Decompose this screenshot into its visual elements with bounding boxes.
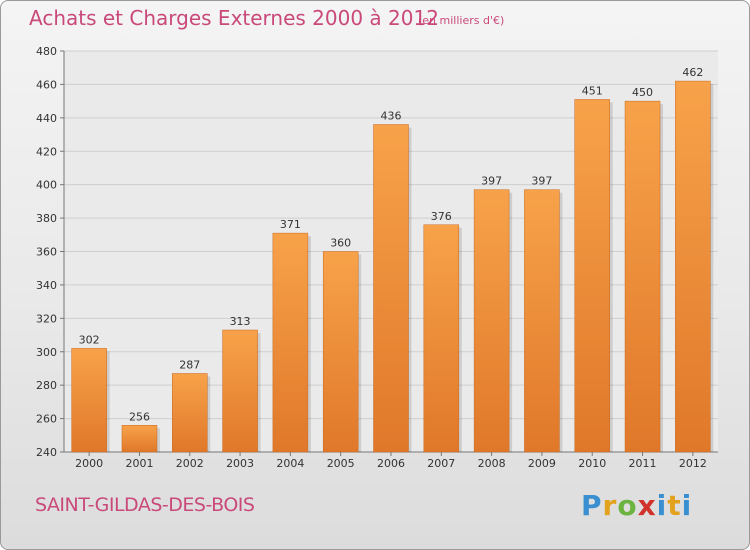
data-label: 451 [582,84,603,97]
bar [473,189,510,453]
x-tick-label: 2007 [427,457,455,470]
logo-letter: P [581,489,603,522]
x-tick-label: 2004 [276,457,304,470]
y-tick-label: 360 [36,246,57,259]
y-tick-label: 320 [36,312,57,325]
bar [373,124,409,453]
x-tick-label: 2010 [578,457,606,470]
y-tick-label: 380 [36,212,57,225]
bar [172,373,208,453]
y-tick-label: 260 [36,413,57,426]
bar [675,80,711,453]
logo-letter: t [667,489,682,522]
chart-subtitle: (en milliers d'€) [418,14,505,27]
bar [624,100,661,453]
logo-letter: r [602,489,618,522]
y-tick-label: 480 [36,45,57,58]
x-tick-label: 2000 [75,457,103,470]
x-tick-label: 2011 [629,457,657,470]
bar [574,99,610,453]
x-tick-label: 2012 [679,457,707,470]
x-tick-label: 2003 [226,457,254,470]
data-label: 287 [179,358,200,371]
data-label: 397 [531,175,552,188]
logo-letter: i [681,489,693,522]
y-tick-label: 440 [36,112,57,125]
y-tick-label: 240 [36,446,57,459]
bar [272,232,309,453]
bar [121,425,158,453]
commune-name: SAINT-GILDAS-DES-BOIS [35,494,255,516]
x-tick-label: 2008 [478,457,506,470]
chart-title: Achats et Charges Externes 2000 à 2012 [29,6,439,30]
x-tick-label: 2002 [176,457,204,470]
logo-letter: x [637,489,657,522]
y-tick-label: 460 [36,78,57,91]
bar [71,348,107,453]
data-label: 450 [632,86,653,99]
data-label: 397 [481,175,502,188]
bar [222,329,258,453]
data-label: 376 [431,210,452,223]
x-tick-label: 2005 [327,457,355,470]
x-tick-label: 2006 [377,457,405,470]
y-tick-label: 400 [36,179,57,192]
data-label: 360 [330,237,351,250]
x-tick-label: 2009 [528,457,556,470]
logo-letter: o [617,489,638,522]
data-label: 462 [682,66,703,79]
bar [524,189,560,453]
data-label: 302 [79,333,100,346]
y-tick-label: 420 [36,145,57,158]
data-label: 371 [280,218,301,231]
x-tick-label: 2001 [125,457,153,470]
bar [423,224,460,453]
y-tick-label: 340 [36,279,57,292]
proxiti-logo: Proxiti [581,489,692,522]
logo-letter: i [656,489,668,522]
bar [322,251,359,453]
data-label: 256 [129,410,150,423]
data-label: 313 [230,315,251,328]
data-label: 436 [381,110,402,123]
y-tick-label: 300 [36,346,57,359]
y-tick-label: 280 [36,379,57,392]
